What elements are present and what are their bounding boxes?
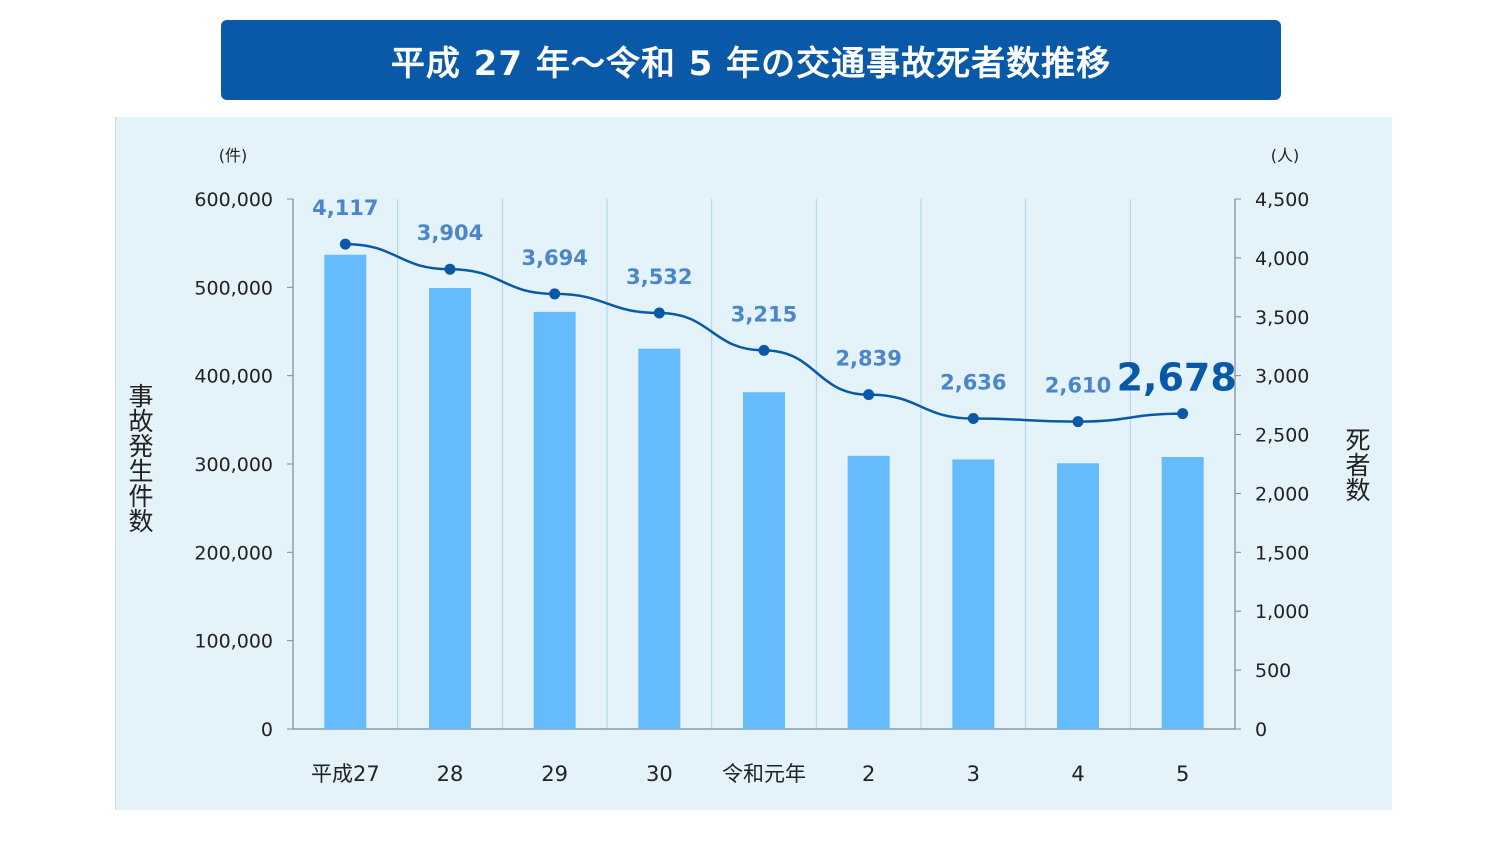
right-tick-label: 2,500: [1255, 425, 1309, 447]
fatalities-data-label: 2,610: [1045, 374, 1111, 398]
axis-title-char: 死: [1345, 426, 1371, 455]
x-category-label: 30: [646, 762, 673, 786]
left-tick-label: 600,000: [194, 189, 273, 211]
right-tick-label: 500: [1255, 660, 1291, 682]
fatalities-point: [1177, 408, 1189, 420]
fatalities-point: [1072, 416, 1084, 428]
x-category-label: 令和元年: [722, 762, 806, 786]
panel-left-edge: [115, 117, 116, 810]
bar-accident-count: [1161, 457, 1204, 729]
fatalities-data-label: 4,117: [312, 196, 378, 220]
right-tick-label: 1,500: [1255, 542, 1309, 564]
left-tick-label: 500,000: [194, 277, 273, 299]
bar-accident-count: [638, 348, 681, 729]
axis-title-char: 件: [128, 482, 154, 511]
fatalities-data-label: 3,532: [626, 265, 692, 289]
fatalities-point: [444, 263, 456, 275]
right-axis-unit: (人): [1271, 146, 1300, 165]
fatalities-data-label: 3,215: [731, 302, 797, 326]
right-tick-label: 0: [1255, 719, 1267, 741]
x-category-label: 2: [862, 762, 875, 786]
left-tick-label: 100,000: [194, 631, 273, 653]
x-category-label: 5: [1176, 762, 1189, 786]
left-tick-label: 400,000: [194, 366, 273, 388]
fatalities-data-label: 2,636: [940, 371, 1006, 395]
bar-accident-count: [743, 392, 785, 729]
right-tick-label: 4,000: [1255, 248, 1309, 270]
fatalities-data-label: 3,694: [521, 246, 587, 270]
axis-title-char: 故: [128, 407, 154, 436]
x-category-label: 29: [541, 762, 568, 786]
left-tick-label: 300,000: [194, 454, 273, 476]
bar-accident-count: [847, 455, 890, 729]
fatalities-data-label: 3,904: [417, 221, 483, 245]
chart-title: 平成 27 年～令和 5 年の交通事故死者数推移: [221, 20, 1281, 100]
left-tick-label: 0: [261, 719, 273, 741]
fatalities-point: [863, 389, 875, 401]
bar-accident-count: [324, 254, 367, 730]
right-tick-label: 4,500: [1255, 189, 1309, 211]
left-tick-label: 200,000: [194, 542, 273, 564]
bar-accident-count: [533, 311, 576, 729]
fatalities-point: [653, 307, 665, 319]
x-category-label: 3: [967, 762, 980, 786]
fatalities-data-label-highlight: 2,678: [1117, 356, 1237, 400]
left-axis-title: 事故発生件数: [126, 384, 156, 534]
axis-title-char: 数: [1345, 476, 1371, 505]
bar-accident-count: [429, 288, 471, 729]
fatalities-point: [339, 238, 351, 250]
bar-accident-count: [952, 459, 995, 729]
fatalities-point: [549, 288, 561, 300]
right-tick-label: 2,000: [1255, 483, 1309, 505]
right-tick-label: 3,500: [1255, 307, 1309, 329]
x-category-label: 4: [1071, 762, 1084, 786]
right-tick-label: 1,000: [1255, 601, 1309, 623]
axis-title-char: 者: [1345, 451, 1371, 480]
right-axis-title: 死者数: [1343, 428, 1373, 503]
axis-title-char: 発: [128, 432, 154, 461]
fatalities-data-label: 2,839: [835, 347, 901, 371]
bar-accident-count: [1057, 463, 1099, 729]
axis-title-char: 生: [128, 457, 154, 486]
axis-title-char: 数: [128, 507, 154, 536]
fatalities-point: [758, 344, 770, 356]
x-category-label: 平成27: [311, 762, 380, 786]
axis-title-char: 事: [128, 382, 154, 411]
x-category-label: 28: [437, 762, 464, 786]
right-tick-label: 3,000: [1255, 366, 1309, 388]
fatalities-point: [967, 413, 979, 425]
left-axis-unit: (件): [219, 146, 248, 165]
